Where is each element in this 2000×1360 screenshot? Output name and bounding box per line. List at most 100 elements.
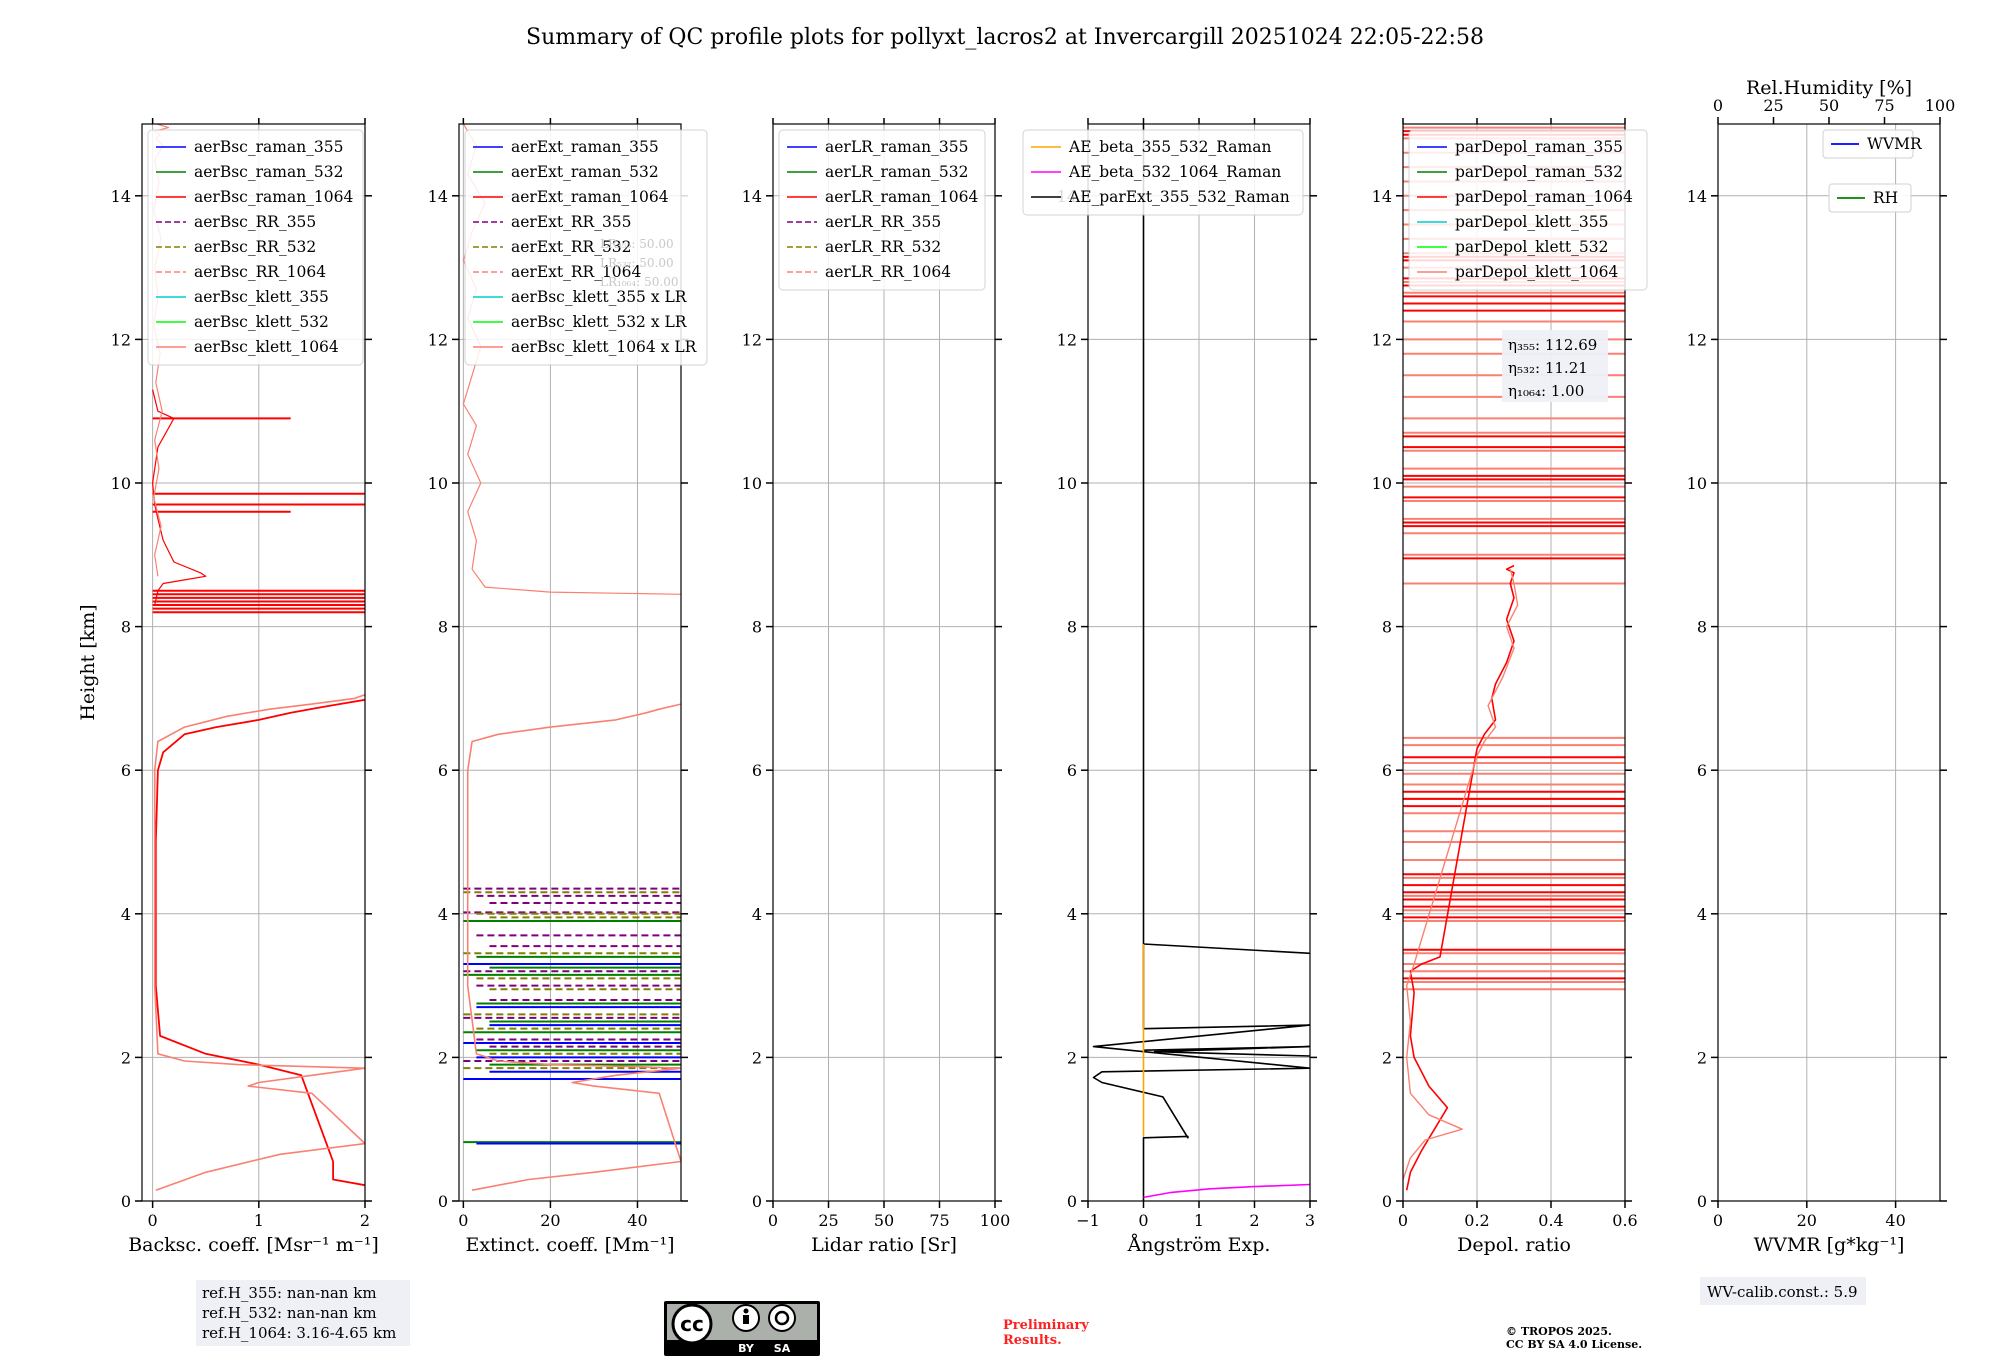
y-tick-label: 6 (1067, 761, 1077, 780)
legend-label: aerExt_raman_1064 (511, 188, 669, 206)
eta-annotation: η₅₃₂: 11.21 (1508, 359, 1588, 377)
x-tick-label: 0.6 (1612, 1211, 1637, 1230)
wv-calib-constant: WV-calib.const.: 5.9 (1707, 1283, 1858, 1301)
axes-frame (141, 123, 366, 1202)
axes-frame (1402, 123, 1626, 1202)
ref-height-1064: ref.H_1064: 3.16-4.65 km (202, 1324, 396, 1342)
legend-label: aerBsc_raman_355 (194, 138, 344, 156)
y-tick-label: 12 (428, 330, 448, 349)
y-tick-label: 6 (121, 761, 131, 780)
x-axis-label: Backsc. coeff. [Msr⁻¹ m⁻¹] (128, 1234, 379, 1256)
x-tick-label: 40 (1885, 1211, 1905, 1230)
legend-label: parDepol_klett_532 (1455, 238, 1608, 256)
top-x-tick-label: 0 (1713, 96, 1723, 115)
y-tick-label: 12 (111, 330, 131, 349)
legend-box (1822, 129, 1914, 159)
y-tick-label: 8 (752, 618, 762, 637)
y-tick-label: 8 (121, 618, 131, 637)
legend-label: aerLR_RR_532 (825, 238, 941, 256)
top-x-tick-label: 50 (1819, 96, 1839, 115)
x-tick-label: 0 (1713, 1211, 1723, 1230)
x-axis-label: Lidar ratio [Sr] (811, 1234, 957, 1256)
y-tick-label: 6 (438, 761, 448, 780)
y-tick-label: 10 (428, 474, 448, 493)
y-tick-label: 4 (438, 905, 448, 924)
y-tick-label: 14 (1372, 187, 1392, 206)
x-tick-label: 75 (929, 1211, 949, 1230)
lr-annotation: LR₃₅₅: 50.00 (600, 237, 674, 251)
legend-label: aerBsc_raman_532 (194, 163, 344, 181)
y-tick-label: 4 (752, 905, 762, 924)
x-tick-label: 3 (1305, 1211, 1315, 1230)
x-tick-label: 2 (360, 1211, 370, 1230)
legend-label: aerExt_raman_355 (511, 138, 659, 156)
x-tick-label: 100 (980, 1211, 1011, 1230)
x-tick-label: 20 (540, 1211, 560, 1230)
wv-calib-box (1700, 1277, 1866, 1305)
y-tick-label: 0 (1382, 1192, 1392, 1211)
y-tick-label: 2 (1382, 1048, 1392, 1067)
ref-height-532: ref.H_532: nan-nan km (202, 1304, 377, 1322)
y-tick-label: 0 (438, 1192, 448, 1211)
legend-label: aerBsc_klett_1064 (194, 338, 339, 356)
copyright-line-1: © TROPOS 2025. (1506, 1325, 1612, 1338)
legend-box (464, 129, 708, 366)
x-tick-label: 0 (768, 1211, 778, 1230)
x-tick-label: 0.4 (1538, 1211, 1563, 1230)
y-tick-label: 8 (1382, 618, 1392, 637)
legend-label: WVMR (1867, 135, 1923, 153)
x-tick-label: −1 (1076, 1211, 1100, 1230)
legend-box (778, 129, 986, 291)
y-tick-label: 10 (111, 474, 131, 493)
y-tick-label: 2 (438, 1048, 448, 1067)
y-tick-label: 4 (121, 905, 131, 924)
series-line-AE-parExt-355-532-Raman-b (1143, 1045, 1310, 1057)
data-layer (152, 124, 365, 1191)
y-tick-label: 14 (742, 187, 762, 206)
x-tick-label: 0 (458, 1211, 468, 1230)
cc-badge-sa: SA (774, 1342, 791, 1355)
cc-license-badge: cc BY SA (664, 1301, 820, 1356)
x-axis-label: Ångström Exp. (1127, 1234, 1271, 1256)
y-tick-label: 6 (1697, 761, 1707, 780)
panel-depol: 0 0.2 0.4 0.6 0 2 4 6 8 10 12 14 Depol. ratio parDepo… (1372, 118, 1648, 1256)
legend-label: aerBsc_klett_532 x LR (511, 313, 688, 331)
eta-annotation: η₃₅₅: 112.69 (1508, 336, 1597, 354)
eta-annotation: η₁₀₆₄: 1.00 (1508, 382, 1584, 400)
x-tick-label: 1 (254, 1211, 264, 1230)
y-tick-label: 0 (752, 1192, 762, 1211)
y-tick-label: 14 (1687, 187, 1707, 206)
y-tick-label: 10 (1057, 474, 1077, 493)
y-tick-label: 0 (121, 1192, 131, 1211)
x-tick-label: 40 (627, 1211, 647, 1230)
cc-badge-cc: cc (680, 1312, 704, 1336)
legend-box (1022, 129, 1304, 216)
series-line-parDepol-raman-1064 (1405, 564, 1515, 1191)
legend-label: parDepol_raman_355 (1455, 138, 1623, 156)
y-tick-label: 2 (121, 1048, 131, 1067)
preliminary-label-2: Results. (1003, 1333, 1062, 1348)
y-tick-label: 4 (1067, 905, 1077, 924)
x-tick-label: 0 (148, 1211, 158, 1230)
panel-wv: 0 20 40 0 2 4 6 8 10 12 14 0 25 50 75 100 Rel.Humidity [… (1687, 77, 1956, 1256)
lr-annotation: LR₅₃₂: 50.00 (600, 256, 674, 270)
x-tick-label: 2 (1249, 1211, 1259, 1230)
legend-label: aerLR_RR_1064 (825, 263, 951, 281)
y-tick-label: 2 (752, 1048, 762, 1067)
legend-label: aerExt_raman_532 (511, 163, 659, 181)
y-tick-label: 8 (1067, 618, 1077, 637)
series-line-AE-parExt-355-532-Raman (1092, 124, 1310, 1201)
data-layer (1092, 124, 1310, 1201)
y-tick-label: 10 (1372, 474, 1392, 493)
legend-box (147, 129, 364, 366)
legend-label: parDepol_klett_1064 (1455, 263, 1618, 281)
legend-label: aerBsc_klett_1064 x LR (511, 338, 698, 356)
legend-label: AE_beta_532_1064_Raman (1068, 163, 1281, 181)
panel-lr: 0 25 50 75 100 0 2 4 6 8 10 12 14 Lidar ratio [Sr] aer… (742, 118, 1011, 1256)
share-alike-icon (768, 1304, 796, 1332)
axes-frame (458, 123, 682, 1202)
x-axis-label: Extinct. coeff. [Mm⁻¹] (465, 1234, 674, 1256)
series-line-aerBsc-raman-1064-upper (152, 389, 207, 606)
